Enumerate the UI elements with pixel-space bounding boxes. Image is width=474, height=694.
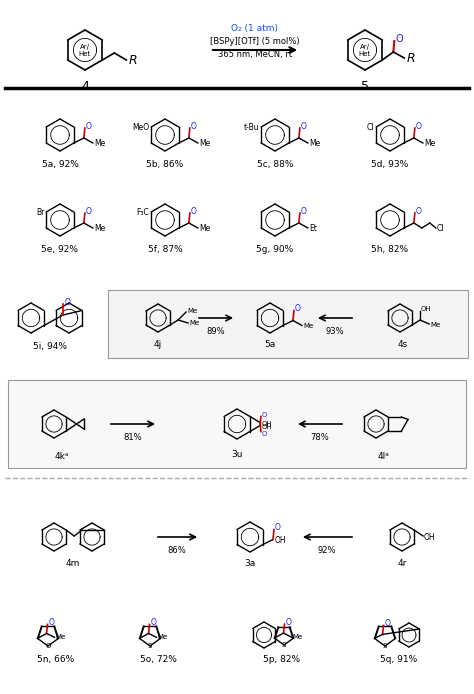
Text: 365 nm, MeCN, rt: 365 nm, MeCN, rt <box>218 49 292 58</box>
Text: Ar/
Het: Ar/ Het <box>79 44 91 56</box>
Text: 93%: 93% <box>326 327 344 336</box>
Bar <box>8 380 466 468</box>
Text: O: O <box>275 523 281 532</box>
Text: Ar/
Het: Ar/ Het <box>359 44 371 56</box>
Text: O: O <box>301 207 307 216</box>
Text: Cl: Cl <box>367 123 374 131</box>
Text: O: O <box>416 121 422 130</box>
Text: Me: Me <box>424 139 435 148</box>
Text: O: O <box>416 207 422 216</box>
Text: 4j: 4j <box>154 340 162 349</box>
Text: OH: OH <box>421 306 432 312</box>
Text: t-Bu: t-Bu <box>244 123 259 131</box>
Text: 5c, 88%: 5c, 88% <box>257 160 293 169</box>
Text: OH: OH <box>262 423 273 430</box>
Text: Me: Me <box>94 139 105 148</box>
Text: 5d, 93%: 5d, 93% <box>371 160 409 169</box>
Text: 5g, 90%: 5g, 90% <box>256 245 293 254</box>
Text: R: R <box>406 51 415 65</box>
Text: R: R <box>128 53 137 67</box>
Text: 5q, 91%: 5q, 91% <box>380 655 418 664</box>
Text: 5a: 5a <box>264 340 275 349</box>
Text: OH: OH <box>424 532 436 541</box>
Text: 4r: 4r <box>397 559 407 568</box>
Text: 5: 5 <box>361 80 369 93</box>
Text: Me: Me <box>430 322 440 328</box>
Text: OH: OH <box>262 421 273 427</box>
Text: 5a, 92%: 5a, 92% <box>42 160 78 169</box>
Text: S: S <box>383 643 387 649</box>
Text: 5n, 66%: 5n, 66% <box>37 655 74 664</box>
Text: 86%: 86% <box>168 546 186 555</box>
Text: Me: Me <box>94 223 105 232</box>
Text: 4lᵃ: 4lᵃ <box>378 452 390 461</box>
Text: O: O <box>285 618 292 627</box>
Text: Me: Me <box>303 323 313 328</box>
Text: O₂ (1 atm): O₂ (1 atm) <box>231 24 279 33</box>
Text: 5p, 82%: 5p, 82% <box>264 655 301 664</box>
Text: 3u: 3u <box>231 450 243 459</box>
Text: 81%: 81% <box>124 433 142 442</box>
Text: 4m: 4m <box>66 559 80 568</box>
Text: 89%: 89% <box>207 327 225 336</box>
Text: 78%: 78% <box>310 433 329 442</box>
Text: O: O <box>301 121 307 130</box>
Text: 4kᵃ: 4kᵃ <box>55 452 69 461</box>
Text: OH: OH <box>275 536 287 545</box>
Text: O: O <box>384 619 391 628</box>
Text: Cl: Cl <box>437 223 444 232</box>
Text: O: O <box>395 34 403 44</box>
Text: 5o, 72%: 5o, 72% <box>139 655 176 664</box>
Text: O: O <box>191 121 197 130</box>
Text: Br: Br <box>36 208 44 217</box>
Text: O: O <box>262 430 267 437</box>
Text: Me: Me <box>189 320 200 326</box>
Text: 5e, 92%: 5e, 92% <box>42 245 79 254</box>
Text: O: O <box>262 412 267 418</box>
Text: O: O <box>295 304 301 313</box>
Text: MeO: MeO <box>132 123 149 131</box>
Bar <box>108 290 468 358</box>
Text: O: O <box>46 643 51 649</box>
Text: Me: Me <box>157 634 168 641</box>
Text: O: O <box>48 618 55 627</box>
Text: O: O <box>86 207 92 216</box>
Text: Me: Me <box>199 139 210 148</box>
Text: 3a: 3a <box>245 559 255 568</box>
Text: O: O <box>65 298 71 307</box>
Text: 92%: 92% <box>318 546 336 555</box>
Text: 5i, 94%: 5i, 94% <box>33 342 67 351</box>
Text: O: O <box>86 121 92 130</box>
Text: 5h, 82%: 5h, 82% <box>372 245 409 254</box>
Text: Me: Me <box>199 223 210 232</box>
Text: Et: Et <box>309 223 317 232</box>
Text: F₃C: F₃C <box>137 208 149 217</box>
Text: Me: Me <box>187 308 197 314</box>
Text: S: S <box>282 642 286 648</box>
Text: 4s: 4s <box>398 340 408 349</box>
Text: 4: 4 <box>81 80 89 93</box>
Text: O: O <box>151 618 156 627</box>
Text: S: S <box>148 643 152 649</box>
Text: 5b, 86%: 5b, 86% <box>146 160 183 169</box>
Text: O: O <box>191 207 197 216</box>
Text: 5f, 87%: 5f, 87% <box>147 245 182 254</box>
Text: Me: Me <box>309 139 320 148</box>
Text: Me: Me <box>55 634 66 641</box>
Text: [BSPy][OTf] (5 mol%): [BSPy][OTf] (5 mol%) <box>210 37 300 46</box>
Text: Me: Me <box>292 634 303 640</box>
